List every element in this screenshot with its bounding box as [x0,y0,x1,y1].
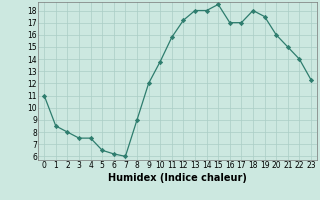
X-axis label: Humidex (Indice chaleur): Humidex (Indice chaleur) [108,173,247,183]
